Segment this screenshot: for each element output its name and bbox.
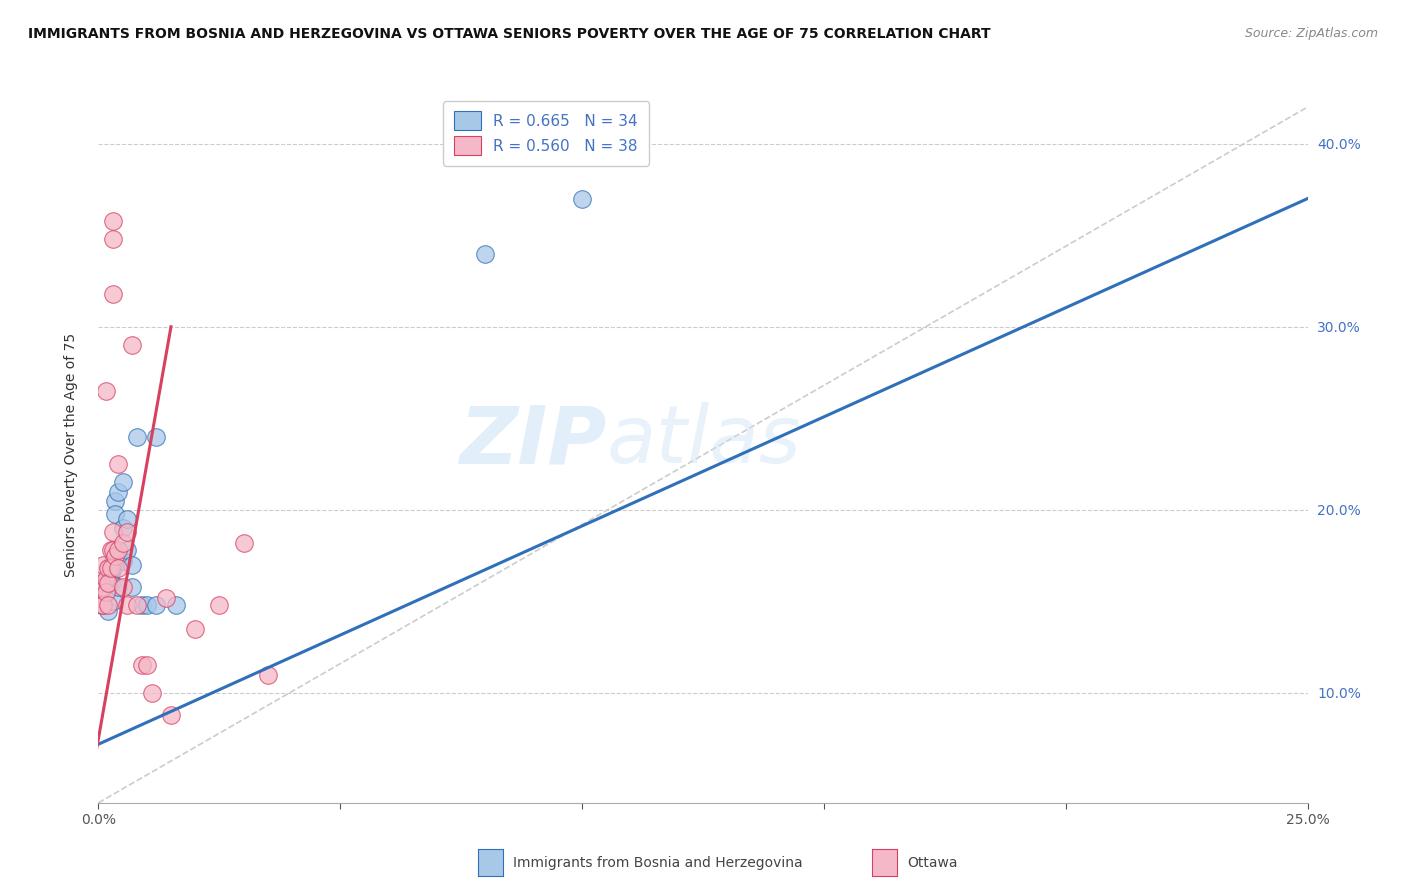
Point — [94, 585, 117, 599]
Point — [117, 598, 139, 612]
Point — [97, 603, 120, 617]
Point — [474, 246, 496, 260]
Point — [101, 543, 124, 558]
Text: Source: ZipAtlas.com: Source: ZipAtlas.com — [1244, 27, 1378, 40]
Point — [145, 598, 167, 612]
Point — [101, 232, 124, 246]
Point — [100, 561, 122, 575]
Text: ZIP: ZIP — [458, 402, 606, 480]
Point — [97, 561, 120, 575]
Point — [256, 667, 278, 681]
Point — [101, 554, 124, 568]
Point — [101, 524, 124, 539]
Point — [100, 543, 122, 558]
Point — [107, 543, 129, 558]
Point — [571, 192, 593, 206]
Point — [145, 429, 167, 443]
Legend: R = 0.665   N = 34, R = 0.560   N = 38: R = 0.665 N = 34, R = 0.560 N = 38 — [443, 101, 648, 166]
Point — [107, 549, 129, 563]
Point — [131, 598, 153, 612]
Point — [91, 598, 114, 612]
Point — [111, 536, 134, 550]
Point — [101, 594, 124, 608]
Point — [135, 658, 157, 673]
Point — [111, 580, 134, 594]
Point — [127, 598, 149, 612]
Point — [94, 384, 117, 398]
Point — [107, 580, 129, 594]
Y-axis label: Seniors Poverty Over the Age of 75: Seniors Poverty Over the Age of 75 — [63, 333, 77, 577]
Point — [91, 580, 114, 594]
Point — [91, 591, 114, 605]
Point — [101, 286, 124, 301]
Point — [90, 576, 112, 591]
Point — [107, 484, 129, 499]
Point — [127, 429, 149, 443]
Point — [94, 573, 117, 587]
Point — [165, 598, 187, 612]
Text: Immigrants from Bosnia and Herzegovina: Immigrants from Bosnia and Herzegovina — [513, 855, 803, 870]
Point — [135, 598, 157, 612]
Point — [91, 598, 114, 612]
Point — [107, 457, 129, 471]
Point — [160, 707, 183, 722]
Point — [121, 558, 143, 572]
Text: IMMIGRANTS FROM BOSNIA AND HERZEGOVINA VS OTTAWA SENIORS POVERTY OVER THE AGE OF: IMMIGRANTS FROM BOSNIA AND HERZEGOVINA V… — [28, 27, 991, 41]
Point — [117, 543, 139, 558]
Point — [91, 580, 114, 594]
Point — [101, 213, 124, 227]
Point — [155, 591, 177, 605]
Point — [141, 686, 163, 700]
Point — [111, 521, 134, 535]
Point — [100, 566, 122, 581]
Text: atlas: atlas — [606, 402, 801, 480]
Point — [111, 475, 134, 490]
Point — [90, 585, 112, 599]
Point — [104, 507, 127, 521]
Point — [117, 524, 139, 539]
Point — [104, 549, 127, 563]
Point — [94, 585, 117, 599]
Point — [97, 576, 120, 591]
Point — [208, 598, 231, 612]
Point — [89, 591, 111, 605]
Point — [121, 580, 143, 594]
Point — [101, 561, 124, 575]
Point — [91, 558, 114, 572]
Point — [232, 536, 254, 550]
Point — [97, 573, 120, 587]
Point — [94, 576, 117, 591]
Point — [117, 512, 139, 526]
Point — [131, 658, 153, 673]
Point — [107, 561, 129, 575]
Point — [104, 493, 127, 508]
Point — [97, 561, 120, 575]
Point — [184, 622, 207, 636]
Point — [97, 598, 120, 612]
Point — [100, 576, 122, 591]
Point — [111, 554, 134, 568]
Point — [121, 338, 143, 352]
Text: Ottawa: Ottawa — [907, 855, 957, 870]
Point — [91, 598, 114, 612]
